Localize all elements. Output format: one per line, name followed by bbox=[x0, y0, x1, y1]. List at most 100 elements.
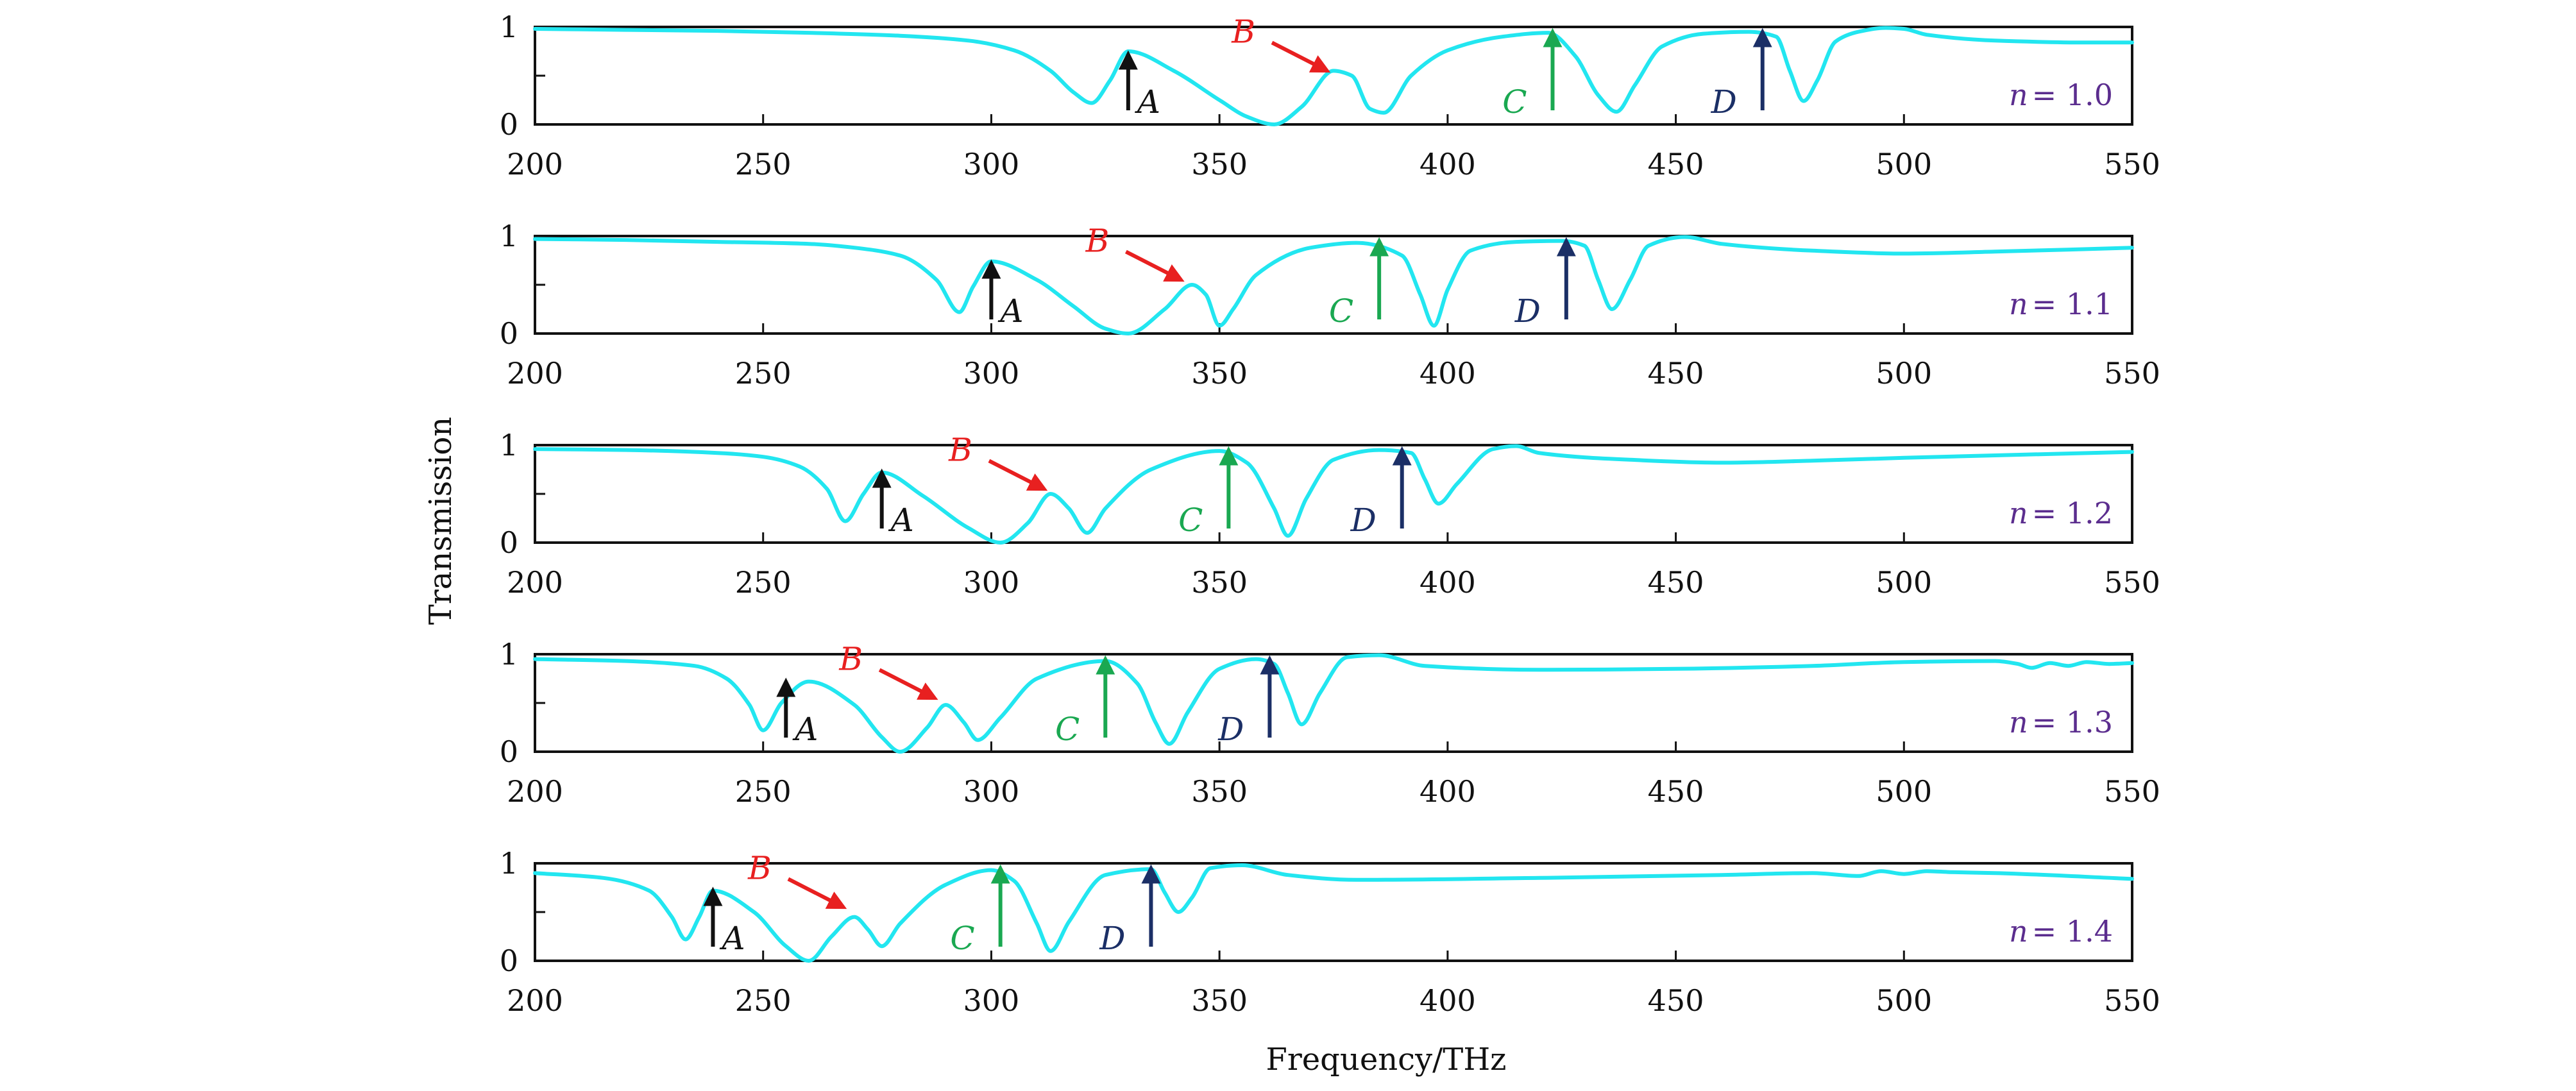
y-tick-label: 0 bbox=[500, 316, 518, 351]
transmission-curve bbox=[533, 863, 2134, 963]
x-tick-label: 550 bbox=[2104, 983, 2160, 1018]
x-tick-label: 500 bbox=[1876, 774, 1932, 809]
x-tick-label: 550 bbox=[2104, 356, 2160, 391]
x-tick-label: 300 bbox=[963, 774, 1020, 809]
marker-label-a: A bbox=[792, 711, 818, 748]
marker-arrow-b bbox=[1124, 249, 1185, 282]
x-tick-label: 550 bbox=[2104, 147, 2160, 182]
marker-label-c: C bbox=[1055, 711, 1080, 748]
y-tick-label: 1 bbox=[500, 637, 518, 672]
y-tick-label: 1 bbox=[500, 219, 518, 253]
marker-label-c: C bbox=[1178, 502, 1203, 539]
x-tick-label: 350 bbox=[1191, 565, 1248, 600]
x-tick-label: 250 bbox=[735, 774, 792, 809]
x-tick-label: 450 bbox=[1648, 147, 1704, 182]
marker-arrow-b bbox=[1271, 40, 1331, 73]
x-tick-label: 250 bbox=[735, 983, 792, 1018]
marker-label-d: D bbox=[1217, 711, 1244, 748]
marker-label-c: C bbox=[1329, 292, 1353, 330]
x-tick-label: 400 bbox=[1419, 565, 1476, 600]
marker-label-b: B bbox=[747, 849, 772, 886]
x-tick-label: 250 bbox=[735, 565, 792, 600]
x-tick-label: 500 bbox=[1876, 147, 1932, 182]
x-tick-label: 550 bbox=[2104, 774, 2160, 809]
panel-index-value: = 1.2 bbox=[2032, 496, 2113, 530]
x-tick-label: 250 bbox=[735, 356, 792, 391]
y-axis-title: Transmission bbox=[423, 417, 459, 625]
y-tick-label: 0 bbox=[500, 734, 518, 769]
marker-label-a: A bbox=[888, 502, 914, 539]
x-tick-label: 200 bbox=[507, 356, 563, 391]
panel-index-value: = 1.4 bbox=[2032, 914, 2113, 949]
x-tick-label: 350 bbox=[1191, 983, 1248, 1018]
x-tick-label: 500 bbox=[1876, 983, 1932, 1018]
x-tick-label: 250 bbox=[735, 147, 792, 182]
panel-index-label: n = 1.4 bbox=[2009, 914, 2113, 949]
x-tick-label: 200 bbox=[507, 983, 563, 1018]
transmission-curve bbox=[533, 444, 2134, 545]
x-tick-label: 500 bbox=[1876, 565, 1932, 600]
x-tick-label: 400 bbox=[1419, 983, 1476, 1018]
x-tick-label: 400 bbox=[1419, 356, 1476, 391]
marker-label-a: A bbox=[719, 920, 745, 957]
marker-label-b: B bbox=[1085, 222, 1110, 259]
x-tick-label: 300 bbox=[963, 356, 1020, 391]
x-tick-label: 200 bbox=[507, 147, 563, 182]
x-tick-label: 300 bbox=[963, 565, 1020, 600]
panel-index-label: n = 1.2 bbox=[2009, 496, 2113, 530]
y-tick-label: 1 bbox=[500, 428, 518, 462]
x-tick-label: 450 bbox=[1648, 774, 1704, 809]
panel-index-variable: n bbox=[2009, 496, 2028, 530]
marker-label-c: C bbox=[950, 920, 974, 957]
x-tick-label: 550 bbox=[2104, 565, 2160, 600]
panel-index-variable: n bbox=[2009, 78, 2028, 112]
marker-label-d: D bbox=[1350, 502, 1377, 539]
x-tick-label: 200 bbox=[507, 565, 563, 600]
panel-index-value: = 1.3 bbox=[2032, 705, 2113, 740]
panel-index-label: n = 1.3 bbox=[2009, 705, 2113, 740]
transmission-curve bbox=[533, 26, 2134, 126]
marker-label-a: A bbox=[1135, 83, 1160, 121]
marker-arrow-b bbox=[787, 877, 847, 909]
marker-arrow-b bbox=[878, 668, 938, 700]
transmission-curve bbox=[533, 235, 2134, 335]
marker-label-b: B bbox=[838, 640, 863, 677]
y-tick-label: 1 bbox=[500, 846, 518, 881]
marker-label-c: C bbox=[1502, 83, 1527, 121]
marker-label-a: A bbox=[997, 292, 1023, 330]
marker-label-d: D bbox=[1514, 292, 1541, 330]
x-tick-label: 300 bbox=[963, 983, 1020, 1018]
x-tick-label: 450 bbox=[1648, 356, 1704, 391]
marker-label-b: B bbox=[948, 431, 972, 468]
x-tick-label: 200 bbox=[507, 774, 563, 809]
x-tick-label: 450 bbox=[1648, 565, 1704, 600]
y-tick-label: 0 bbox=[500, 107, 518, 142]
x-tick-label: 450 bbox=[1648, 983, 1704, 1018]
x-tick-label: 500 bbox=[1876, 356, 1932, 391]
x-tick-label: 350 bbox=[1191, 356, 1248, 391]
y-tick-label: 0 bbox=[500, 525, 518, 560]
panel-index-variable: n bbox=[2009, 914, 2028, 949]
panel-index-value: = 1.1 bbox=[2032, 287, 2113, 321]
y-tick-label: 1 bbox=[500, 10, 518, 44]
x-tick-label: 400 bbox=[1419, 774, 1476, 809]
marker-arrow-b bbox=[988, 459, 1048, 491]
plot-frame bbox=[534, 26, 2133, 126]
x-tick-label: 400 bbox=[1419, 147, 1476, 182]
y-tick-label: 0 bbox=[500, 943, 518, 978]
panel-index-variable: n bbox=[2009, 287, 2028, 321]
panel-index-value: = 1.0 bbox=[2032, 78, 2113, 112]
x-tick-label: 350 bbox=[1191, 147, 1248, 182]
marker-label-b: B bbox=[1231, 13, 1255, 50]
x-tick-label: 350 bbox=[1191, 774, 1248, 809]
x-axis-title: Frequency/THz bbox=[1266, 1042, 1507, 1078]
marker-label-d: D bbox=[1099, 920, 1125, 957]
panel-index-variable: n bbox=[2009, 705, 2028, 740]
